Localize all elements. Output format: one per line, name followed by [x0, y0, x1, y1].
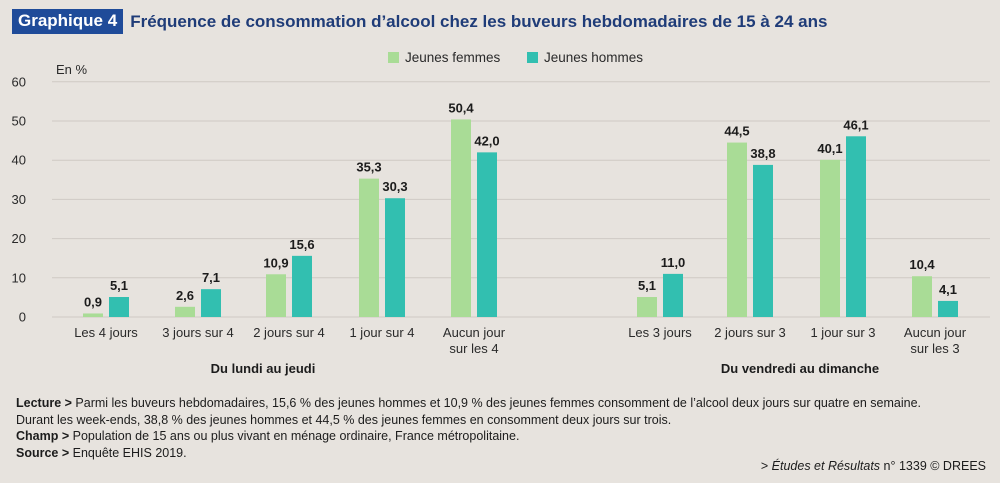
bar — [201, 289, 221, 317]
bar — [663, 273, 683, 317]
y-tick-label: 40 — [12, 153, 26, 168]
bar — [175, 306, 195, 317]
x-tick-label: 1 jour sur 4 — [349, 325, 414, 340]
legend-label: Jeunes hommes — [544, 50, 643, 65]
bar — [938, 300, 958, 317]
x-tick-label: sur les 3 — [910, 341, 959, 356]
data-label: 38,8 — [750, 146, 775, 161]
group-label: Du vendredi au dimanche — [721, 361, 879, 376]
x-tick-label: 1 jour sur 3 — [810, 325, 875, 340]
data-label: 50,4 — [448, 100, 474, 115]
source-text: Enquête EHIS 2019. — [69, 445, 187, 460]
publication-credit: > Études et Résultats n° 1339 © DREES — [761, 459, 986, 473]
data-label: 30,3 — [382, 179, 407, 194]
bar — [451, 119, 471, 317]
data-label: 2,6 — [176, 288, 194, 303]
bar — [292, 255, 312, 317]
data-label: 11,0 — [661, 255, 686, 270]
data-label: 42,0 — [474, 133, 499, 148]
data-label: 44,5 — [724, 124, 749, 139]
lecture-label: Lecture > — [16, 396, 72, 410]
data-label: 35,3 — [356, 160, 381, 175]
credit-publication: Études et Résultats — [771, 459, 881, 473]
source-note: Source > Enquête EHIS 2019. — [16, 445, 991, 462]
bar — [820, 159, 840, 317]
x-tick-label: Les 4 jours — [74, 325, 138, 340]
chart-title: Fréquence de consommation d’alcool chez … — [130, 11, 828, 31]
group-label: Du lundi au jeudi — [211, 361, 316, 376]
data-label: 40,1 — [817, 141, 842, 156]
y-tick-label: 0 — [19, 310, 26, 325]
lecture-note-line2: Durant les week-ends, 38,8 % des jeunes … — [16, 412, 672, 427]
bar — [83, 313, 103, 317]
y-tick-label: 10 — [12, 270, 26, 285]
data-label: 10,9 — [263, 255, 288, 270]
data-label: 5,1 — [638, 278, 656, 293]
data-label: 7,1 — [202, 270, 220, 285]
bar — [359, 178, 379, 317]
data-label: 15,6 — [289, 237, 314, 252]
credit-prefix: > — [760, 459, 772, 473]
bar — [109, 297, 129, 317]
y-tick-label: 20 — [12, 231, 26, 246]
x-tick-label: 2 jours sur 4 — [253, 325, 325, 340]
data-label: 4,1 — [939, 282, 957, 297]
legend-swatch — [388, 52, 399, 63]
data-label: 46,1 — [843, 117, 868, 132]
x-tick-label: 2 jours sur 3 — [714, 325, 786, 340]
y-unit-label: En % — [56, 62, 88, 77]
bar — [637, 297, 657, 317]
x-tick-label: sur les 4 — [449, 341, 498, 356]
data-label: 10,4 — [909, 257, 935, 272]
x-tick-label: Aucun jour — [904, 325, 967, 340]
y-tick-label: 50 — [12, 114, 26, 129]
chart-area: 0 10 20 30 40 50 60 En % Jeunes femmes Jeunes hom… — [12, 50, 990, 376]
credit-suffix: n° 1339 © DREES — [880, 459, 986, 473]
bar — [753, 164, 773, 317]
legend-swatch — [527, 52, 538, 63]
y-tick-label: 30 — [12, 192, 26, 207]
legend-label: Jeunes femmes — [405, 50, 501, 65]
bar — [385, 198, 405, 317]
champ-label: Champ > — [16, 429, 70, 443]
data-label: 0,9 — [84, 294, 102, 309]
champ-note: Champ > Population de 15 ans ou plus viv… — [16, 428, 991, 445]
bar — [727, 142, 747, 317]
bar — [477, 152, 497, 317]
chart-header: Graphique 4 Fréquence de consommation d’… — [12, 9, 827, 34]
bar — [266, 274, 286, 317]
x-tick-label: Aucun jour — [443, 325, 506, 340]
chart-notes: Lecture > Parmi les buveurs hebdomadaire… — [16, 395, 991, 461]
x-tick-label: Les 3 jours — [628, 325, 692, 340]
y-tick-label: 60 — [12, 74, 26, 89]
lecture-note-line1: Lecture > Parmi les buveurs hebdomadaire… — [16, 395, 991, 412]
bar — [846, 136, 866, 317]
x-tick-label: 3 jours sur 4 — [162, 325, 234, 340]
champ-text: Population de 15 ans ou plus vivant en m… — [69, 429, 520, 443]
lecture-text: Parmi les buveurs hebdomadaires, 15,6 % … — [71, 396, 921, 410]
data-label: 5,1 — [110, 278, 128, 293]
bar — [912, 276, 932, 317]
figure-badge: Graphique 4 — [12, 9, 124, 34]
source-label: Source > — [16, 445, 70, 460]
